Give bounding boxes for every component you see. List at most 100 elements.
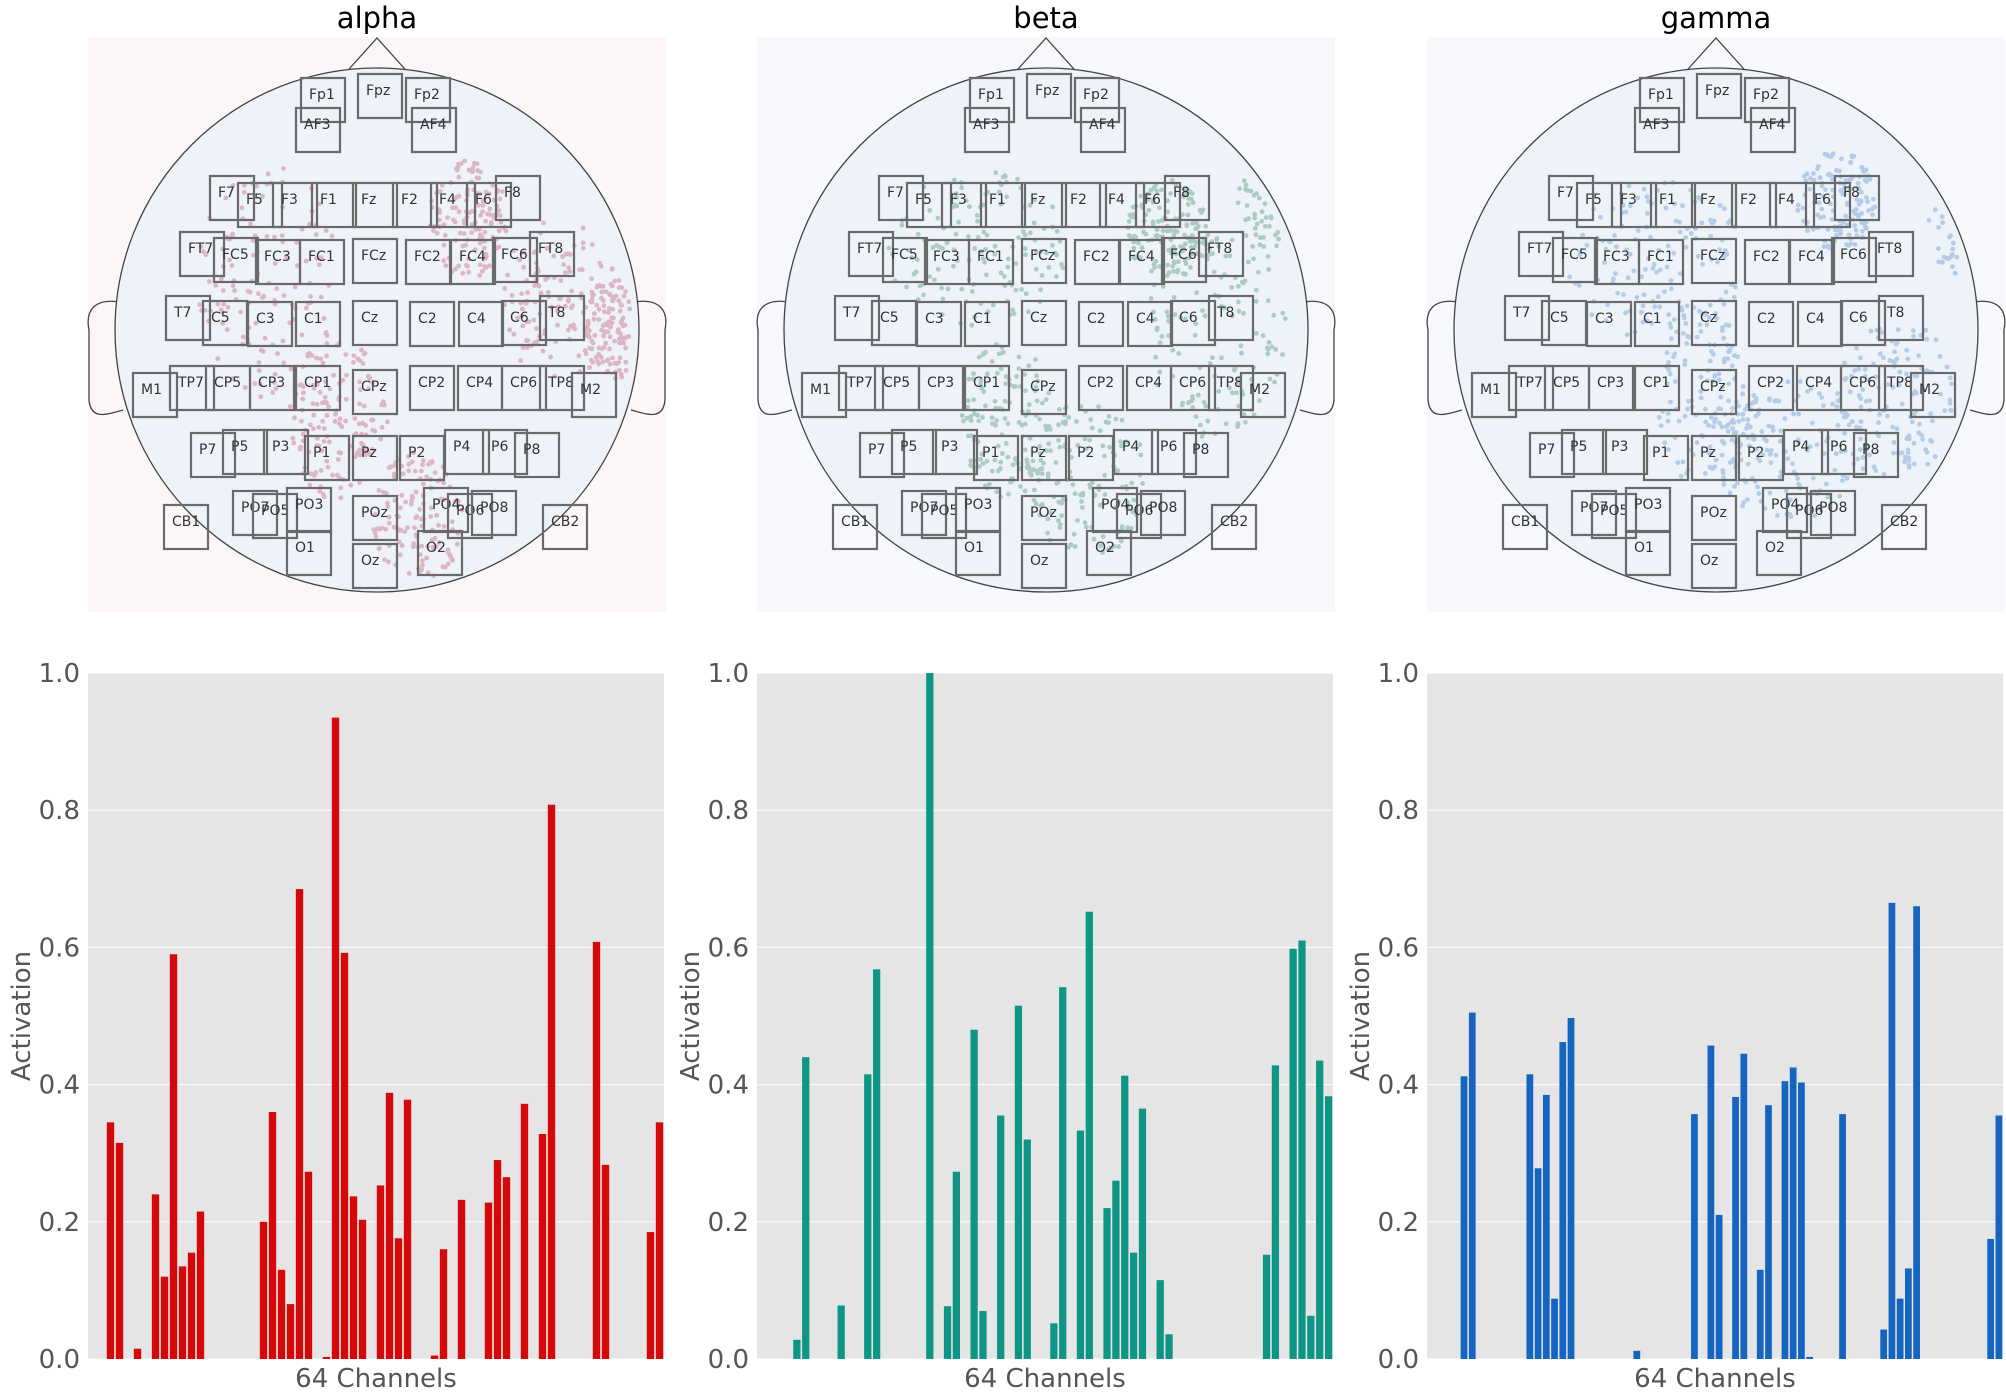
activation-dot <box>338 485 344 491</box>
activation-dot <box>1003 374 1009 379</box>
activation-dot <box>519 313 525 319</box>
activation-dot <box>939 285 944 291</box>
electrode-box <box>429 181 477 229</box>
activation-dot <box>1682 362 1688 367</box>
bar <box>1888 902 1896 1359</box>
activation-dot <box>224 327 230 332</box>
activation-dot <box>272 380 277 385</box>
electrode-box <box>513 431 561 479</box>
activation-dot <box>1236 283 1241 289</box>
activation-dot <box>1045 474 1051 480</box>
electrode-box <box>446 492 494 540</box>
electrode-box <box>1239 371 1287 419</box>
electrode-label: F4 <box>439 192 456 208</box>
activation-dot <box>568 252 573 257</box>
activation-dot <box>608 281 614 287</box>
activation-dot <box>1852 211 1858 216</box>
activation-dot <box>1847 389 1853 395</box>
activation-dot <box>1191 238 1197 244</box>
activation-dot <box>1033 266 1039 272</box>
activation-dot <box>1264 345 1270 351</box>
activation-dot <box>1171 244 1177 250</box>
activation-dot <box>1671 317 1677 322</box>
activation-dot <box>1834 404 1840 410</box>
activation-dot <box>940 246 945 251</box>
activation-dot <box>1731 294 1737 300</box>
activation-dot <box>483 251 489 257</box>
activation-dot <box>420 462 425 468</box>
activation-dot <box>303 258 309 264</box>
activation-dot <box>1698 389 1704 394</box>
activation-dot <box>1745 497 1750 502</box>
activation-dot <box>483 218 488 224</box>
activation-dot <box>610 315 616 321</box>
electrode-box <box>1163 174 1211 222</box>
electrode-box <box>1060 181 1108 229</box>
activation-dot <box>1113 416 1119 422</box>
activation-dot <box>979 386 985 391</box>
electrode-label: F5 <box>1585 192 1602 208</box>
activation-dot <box>1236 299 1241 305</box>
activation-dot <box>610 355 615 361</box>
electrode-label: Fp2 <box>414 87 440 103</box>
activation-dot <box>1940 220 1945 226</box>
activation-dot <box>372 512 378 517</box>
activation-dot <box>1011 384 1017 389</box>
activation-dot <box>292 415 297 421</box>
activation-dot <box>610 306 615 312</box>
activation-dot <box>1013 457 1018 463</box>
activation-dot <box>360 361 366 366</box>
activation-dot <box>1251 256 1256 262</box>
electrode-label: P5 <box>1570 439 1587 455</box>
activation-dot <box>487 206 493 212</box>
activation-dot <box>1026 309 1031 315</box>
electrode-label: PO5 <box>1600 503 1628 519</box>
activation-dot <box>1669 286 1674 292</box>
activation-dot <box>1726 220 1731 226</box>
activation-dot <box>1852 223 1858 228</box>
activation-dot <box>456 209 462 215</box>
activation-dot <box>944 240 950 246</box>
activation-dot <box>1253 232 1259 238</box>
activation-dot <box>599 283 604 289</box>
activation-dot <box>323 379 328 384</box>
activation-dot <box>1211 269 1217 275</box>
activation-dot <box>1143 231 1149 237</box>
bar <box>160 1276 169 1359</box>
activation-dot <box>1832 467 1838 473</box>
activation-dot <box>1197 422 1203 428</box>
activation-dot <box>430 459 435 464</box>
activation-dot <box>558 296 564 301</box>
activation-dot <box>1916 430 1922 436</box>
activation-dot <box>1729 419 1735 425</box>
activation-dot <box>431 547 436 552</box>
activation-dot <box>1829 176 1835 182</box>
electrode-label: F3 <box>281 192 298 208</box>
activation-dot <box>1223 421 1229 427</box>
activation-dot <box>456 263 462 269</box>
activation-dot <box>972 246 978 251</box>
activation-dot <box>589 242 595 248</box>
activation-dot <box>230 376 236 381</box>
electrode-box <box>1587 364 1635 412</box>
activation-dot <box>256 291 261 297</box>
bar <box>943 1306 952 1359</box>
activation-dot <box>1271 312 1277 318</box>
activation-dot <box>619 318 624 324</box>
activation-dot <box>245 288 251 294</box>
activation-dot <box>1159 187 1164 193</box>
activation-dot <box>1251 192 1257 198</box>
activation-dot <box>432 536 438 541</box>
electrode-label: P1 <box>982 445 999 461</box>
activation-dot <box>1716 371 1722 377</box>
nose-icon <box>340 37 414 79</box>
activation-dot <box>1266 340 1272 345</box>
electrode-box <box>831 503 879 551</box>
activation-dot <box>262 335 268 341</box>
electrode-label: Oz <box>361 553 379 569</box>
activation-dot <box>603 289 609 294</box>
electrode-label: CP1 <box>1643 375 1670 391</box>
activation-dot <box>1925 461 1930 467</box>
activation-dot <box>1859 165 1865 170</box>
activation-dot <box>388 464 394 470</box>
